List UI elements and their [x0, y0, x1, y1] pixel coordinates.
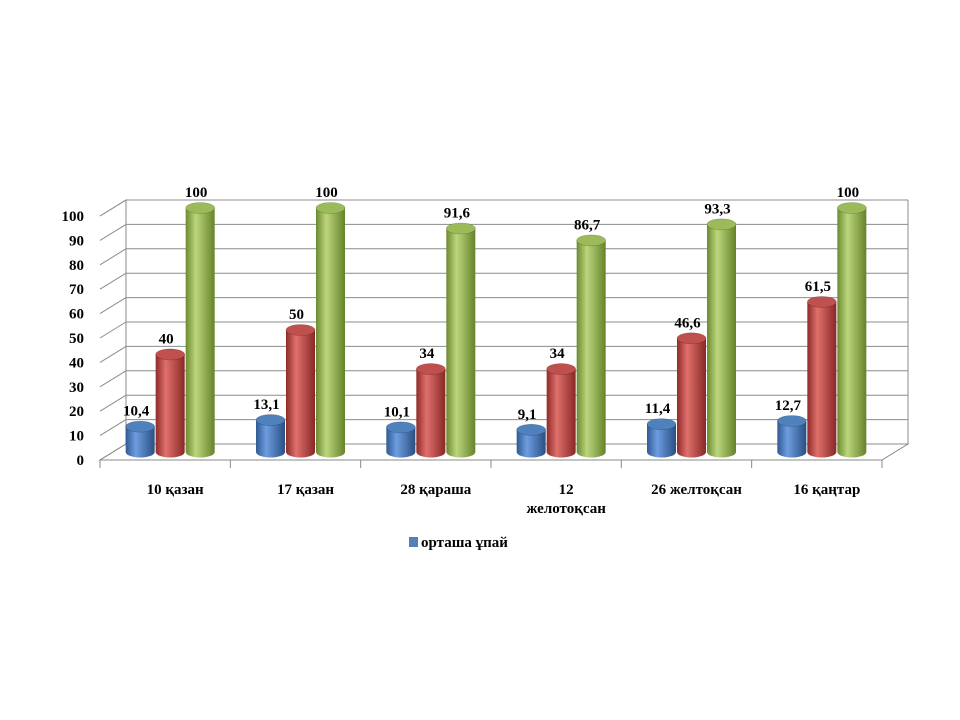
legend-label: орташа ұпай: [421, 535, 508, 551]
y-tick-label: 60: [69, 307, 84, 323]
bar: [777, 421, 807, 458]
bar: [837, 208, 867, 458]
data-labels: 10,4 13,1 10,1 9,1 11,4 12,7 40 50 34 34 46,6 61,5 1…: [123, 185, 859, 423]
data-label: 86,7: [574, 217, 601, 233]
bar-top: [676, 332, 707, 345]
y-tick-label: 100: [62, 209, 85, 225]
bar: [546, 369, 576, 458]
data-label: 100: [837, 185, 860, 201]
bar-top: [185, 202, 215, 214]
data-label: 34: [550, 346, 566, 362]
gridline-side: [99, 297, 127, 315]
bar-top: [706, 218, 737, 231]
gridline-side: [99, 199, 127, 217]
data-label: 100: [185, 185, 208, 201]
bar: [446, 228, 476, 458]
bar-top: [315, 202, 346, 214]
data-label: 61,5: [805, 279, 831, 295]
bar: [516, 429, 546, 458]
bar: [125, 426, 155, 458]
bar: [576, 240, 606, 458]
gridline-side: [99, 419, 127, 437]
bar-top: [386, 421, 416, 434]
x-tick-label: 17 қазан: [277, 482, 334, 498]
bar: [707, 224, 736, 458]
x-tick-label: 12: [559, 482, 574, 498]
bar-top: [446, 222, 476, 235]
x-tick-label: 26 желтоқсан: [651, 482, 742, 498]
bars: [125, 202, 867, 458]
bar-top: [416, 363, 446, 375]
gridline-side: [99, 321, 127, 339]
data-label: 40: [159, 331, 174, 347]
bar: [316, 208, 345, 458]
bar: [185, 208, 215, 458]
x-tick-label: 16 қаңтар: [793, 482, 860, 498]
bar: [677, 338, 706, 458]
gridline-side: [99, 272, 127, 290]
gridline-side: [99, 248, 127, 266]
gridline-side: [99, 394, 127, 412]
data-label: 46,6: [674, 315, 701, 331]
bar-top: [576, 234, 606, 247]
x-tick-label: 10 қазан: [147, 482, 204, 498]
data-label: 100: [315, 185, 338, 201]
data-label: 9,1: [518, 407, 537, 423]
gridline-side: [99, 223, 127, 241]
y-tick-label: 80: [69, 258, 84, 274]
bar-top: [837, 202, 867, 214]
bar-top: [646, 418, 677, 430]
bar: [155, 354, 185, 458]
bar-top: [546, 363, 576, 375]
y-tick-label: 0: [77, 453, 85, 469]
bar-top: [516, 423, 546, 436]
bar-top: [125, 420, 155, 433]
bar: [386, 427, 416, 458]
bar: [647, 424, 676, 458]
bar-top: [807, 296, 837, 308]
bar-top: [777, 415, 807, 427]
data-label: 93,3: [704, 201, 730, 217]
y-tick-label: 20: [69, 404, 84, 420]
bar: [286, 330, 315, 458]
x-axis: 10 қазан 17 қазан 28 қараша 12 желотоқсан 26 …: [99, 460, 883, 517]
gridline-side: [99, 443, 127, 461]
x-tick-label: желотоқсан: [526, 501, 606, 517]
y-tick-label: 10: [69, 429, 84, 445]
y-tick-label: 50: [69, 331, 84, 347]
gridline-side: [99, 370, 127, 388]
data-label: 10,4: [123, 404, 150, 420]
data-label: 34: [419, 346, 435, 362]
y-tick-label: 40: [69, 355, 84, 371]
data-label: 11,4: [645, 401, 671, 417]
x-tick-label: 28 қараша: [400, 482, 471, 498]
data-label: 10,1: [384, 404, 410, 420]
data-label: 13,1: [253, 397, 279, 413]
data-label: 91,6: [444, 205, 471, 221]
y-tick-label: 90: [69, 233, 84, 249]
gridline-side: [99, 345, 127, 363]
y-axis: 0 10 20 30 40 50 60 70 80 90 100: [62, 209, 85, 469]
bar: [416, 369, 446, 458]
legend: орташа ұпай: [409, 535, 508, 551]
bar-top: [255, 414, 286, 426]
bar-top: [285, 324, 316, 336]
data-label: 12,7: [775, 398, 802, 414]
bar: [256, 420, 285, 458]
y-tick-label: 70: [69, 282, 84, 298]
bar: [807, 301, 837, 458]
y-tick-label: 30: [69, 380, 84, 396]
data-label: 50: [289, 307, 304, 323]
legend-swatch: [409, 537, 418, 547]
bar-top: [155, 348, 185, 361]
